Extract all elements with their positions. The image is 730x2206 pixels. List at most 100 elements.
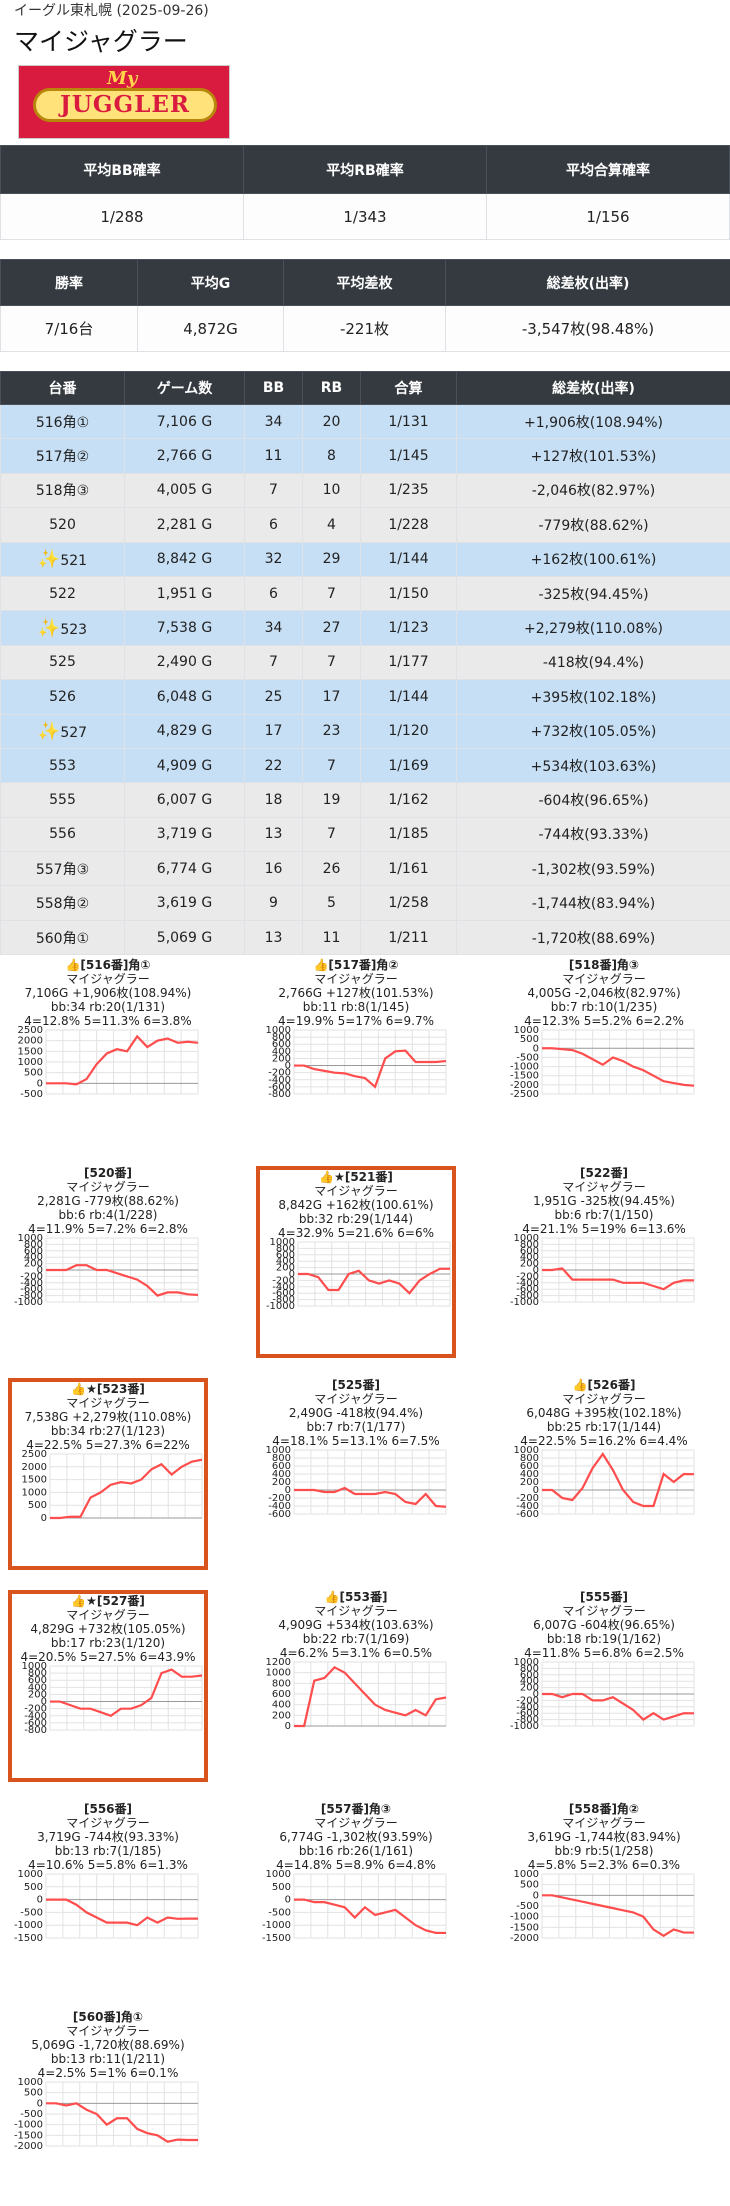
y-tick-label: 600	[520, 1461, 539, 1472]
total-prob-text: 1/144	[388, 688, 429, 705]
y-tick-label: 1000	[266, 1026, 291, 1036]
col-machine-no: 台番	[0, 371, 125, 405]
chart-probs: 4=12.3% 5=5.2% 6=2.2%	[524, 1014, 684, 1028]
chart-card[interactable]: 👍[553番] マイジャグラー 4,909G +534枚(103.63%) bb:22…	[256, 1590, 456, 1782]
machine-no-text: 557角③	[35, 861, 90, 878]
y-tick-label: -1500	[510, 1071, 539, 1082]
games-cell: 4,909 G	[124, 747, 245, 784]
total-diff-text: -1,744枚(83.94%)	[531, 896, 656, 913]
chart-card[interactable]: [525番] マイジャグラー 2,490G -418枚(94.4%) bb:7 rb:…	[256, 1378, 456, 1570]
y-tick-label: -600	[20, 1284, 43, 1295]
chart-card[interactable]: 👍★[523番] マイジャグラー 7,538G +2,279枚(110.08%) bb…	[8, 1378, 208, 1570]
games-text: 7,106 G	[156, 413, 213, 430]
chart-card[interactable]: 👍★[521番] マイジャグラー 8,842G +162枚(100.61%) bb:3…	[256, 1166, 456, 1358]
games-text: 4,005 G	[156, 482, 213, 499]
chart-stats: 8,842G +162枚(100.61%)	[278, 1198, 434, 1212]
y-tick-label: 800	[272, 1032, 291, 1043]
chart-title: 👍[526番]	[572, 1378, 636, 1392]
chart-card[interactable]: 👍★[527番] マイジャグラー 4,829G +732枚(105.05%) bb:1…	[8, 1590, 208, 1782]
chart-title: 👍★[527番]	[71, 1594, 145, 1608]
table-row: 560角① 5,069 G 13 11 1/211 -1,720枚(88.69%)	[0, 919, 730, 956]
rb-count-text: 10	[322, 482, 341, 499]
bb-count-text: 34	[264, 413, 283, 430]
rb-count-text: 7	[327, 585, 336, 602]
y-tick-label: -400	[272, 1282, 295, 1293]
col-rb: RB	[302, 371, 361, 405]
y-tick-label: 0	[533, 1265, 539, 1276]
total-prob-text: 1/162	[388, 791, 429, 808]
chart-card[interactable]: 👍[516番]角① マイジャグラー 7,106G +1,906枚(108.94%) b…	[8, 958, 208, 1150]
table-row: 522 1,951 G 6 7 1/150 -325枚(94.45%)	[0, 575, 730, 612]
total-diff-text: -1,720枚(88.69%)	[531, 930, 656, 947]
total-diff-text: -744枚(93.33%)	[538, 827, 649, 844]
machine-no-text: 555	[49, 791, 76, 808]
total-diff-cell: -325枚(94.45%)	[456, 575, 730, 612]
table-row: ✨521 8,842 G 32 29 1/144 +162枚(100.61%)	[0, 541, 730, 577]
total-diff-cell: -779枚(88.62%)	[456, 507, 730, 543]
chart-bbrb: bb:6 rb:7(1/150)	[554, 1208, 654, 1222]
chart-stats: 5,069G -1,720枚(88.69%)	[31, 2038, 185, 2052]
col-avg-games: 平均G	[137, 259, 284, 306]
rb-count-cell: 11	[302, 919, 361, 956]
bb-count-cell: 13	[244, 919, 303, 956]
chart-title: [520番]	[83, 1166, 133, 1180]
machine-no-text: 518角③	[35, 483, 90, 500]
chart-card[interactable]: [555番] マイジャグラー 6,007G -604枚(96.65%) bb:18 r…	[504, 1590, 704, 1782]
chart-probs: 4=2.5% 5=1% 6=0.1%	[37, 2066, 179, 2080]
y-tick-label: -600	[268, 1082, 291, 1093]
total-prob-cell: 1/120	[360, 713, 457, 749]
y-tick-label: -500	[516, 1052, 539, 1063]
chart-card[interactable]: [522番] マイジャグラー 1,951G -325枚(94.45%) bb:6 rb…	[504, 1166, 704, 1358]
table-row: 518角③ 4,005 G 7 10 1/235 -2,046枚(82.97%)	[0, 472, 730, 509]
sparkle-icon: ✨	[37, 720, 61, 742]
y-tick-label: 600	[276, 1250, 295, 1261]
games-text: 2,281 G	[156, 516, 213, 533]
games-text: 2,490 G	[156, 654, 213, 671]
total-prob-text: 1/177	[388, 654, 429, 671]
y-tick-label: 500	[24, 1882, 43, 1893]
chart-card[interactable]: 👍[526番] マイジャグラー 6,048G +395枚(102.18%) bb:25…	[504, 1378, 704, 1570]
y-tick-label: -200	[24, 1704, 47, 1715]
y-tick-label: -800	[24, 1725, 47, 1734]
y-tick-label: -500	[20, 1089, 43, 1098]
y-tick-label: 400	[24, 1252, 43, 1263]
chart-card[interactable]: [556番] マイジャグラー 3,719G -744枚(93.33%) bb:13 r…	[8, 1802, 208, 1994]
table-row: ✨523 7,538 G 34 27 1/123 +2,279枚(110.08%)	[0, 610, 730, 646]
sparkle-icon: ✨	[37, 548, 61, 570]
chart-card[interactable]: [557番]角③ マイジャグラー 6,774G -1,302枚(93.59%) bb:…	[256, 1802, 456, 1994]
bb-count-text: 11	[264, 448, 283, 465]
machine-no-text: 523	[60, 621, 88, 638]
chart-card[interactable]: [560番]角① マイジャグラー 5,069G -1,720枚(88.69%) bb:…	[8, 2010, 208, 2202]
rb-count-text: 29	[322, 551, 341, 568]
chart-card[interactable]: 👍[517番]角② マイジャグラー 2,766G +127枚(101.53%) bb:…	[256, 958, 456, 1150]
y-tick-label: 600	[272, 1689, 291, 1700]
chart-bbrb: bb:18 rb:19(1/162)	[546, 1632, 662, 1646]
total-diff-cell: +162枚(100.61%)	[456, 541, 730, 577]
y-tick-label: 1000	[266, 1668, 291, 1679]
bb-count-text: 22	[264, 757, 283, 774]
bb-count-cell: 22	[244, 747, 303, 784]
chart-card[interactable]: [520番] マイジャグラー 2,281G -779枚(88.62%) bb:6 rb…	[8, 1166, 208, 1358]
total-prob-text: 1/145	[388, 448, 429, 465]
table-row: 553 4,909 G 22 7 1/169 +534枚(103.63%)	[0, 747, 730, 784]
chart-name: マイジャグラー	[66, 1608, 150, 1622]
chart-card[interactable]: [518番]角③ マイジャグラー 4,005G -2,046枚(82.97%) bb:…	[504, 958, 704, 1150]
y-tick-label: 200	[24, 1259, 43, 1270]
y-tick-label: -2000	[510, 1933, 539, 1942]
y-tick-label: 0	[533, 1890, 539, 1901]
total-diff-cell: -744枚(93.33%)	[456, 816, 730, 853]
total-prob-text: 1/123	[388, 620, 429, 637]
y-tick-label: -200	[516, 1493, 539, 1504]
rb-count-cell: 19	[302, 782, 361, 818]
bb-count-cell: 11	[244, 438, 303, 474]
games-cell: 5,069 G	[124, 919, 245, 956]
chart-card[interactable]: [558番]角② マイジャグラー 3,619G -1,744枚(83.94%) bb:…	[504, 1802, 704, 1994]
chart-bbrb: bb:7 rb:7(1/177)	[306, 1420, 406, 1434]
machine-no-text: 517角②	[35, 449, 90, 466]
bb-count-text: 13	[264, 826, 283, 843]
